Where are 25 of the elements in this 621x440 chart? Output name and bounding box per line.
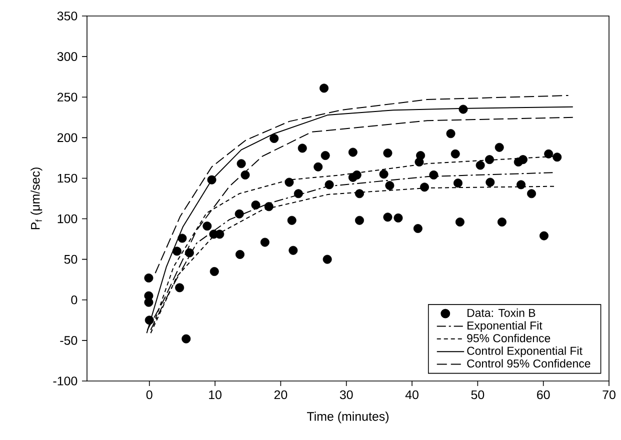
x-tick-label: 30 [340,390,353,400]
y-tick-label: 100 [58,214,78,224]
y-tick-label: 300 [57,52,78,61]
y-tick-label: 150 [58,174,78,183]
y-tick-label: 250 [57,92,78,102]
x-tick-label: 70 [602,390,616,400]
x-axis-title: Time (minutes) [307,412,388,424]
legend-label: Exponential Fit [468,321,542,332]
x-tick-label: 0 [146,390,152,400]
y-tick-label: 0 [71,295,78,304]
y-tick-label: 350 [57,12,78,20]
y-tick-label: 50 [64,254,78,264]
x-tick-label: 50 [471,390,484,400]
legend-label: Control Exponential Fit [467,346,582,358]
x-tick-label: 10 [209,390,222,400]
x-tick-label: 20 [274,390,288,400]
legend-label: Control 95% Confidence [467,359,590,368]
y-tick-label: -50 [60,336,78,345]
x-tick-label: 40 [405,390,418,400]
legend-label: 95% Confidence [467,334,550,342]
y-axis-title: P$_{f}$ (μm/sec) [30,168,42,230]
x-tick-label: 60 [537,390,550,400]
legend-label: Data: Toxin B [468,308,536,317]
y-tick-label: -100 [53,376,78,386]
y-tick-label: 200 [57,133,78,142]
